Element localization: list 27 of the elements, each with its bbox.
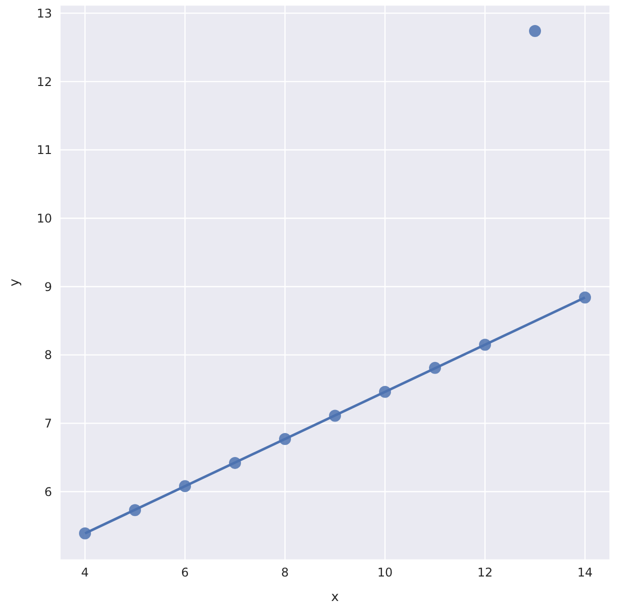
point: [179, 480, 191, 492]
y-tick-label: 12: [36, 74, 52, 89]
y-tick-label: 9: [44, 280, 52, 294]
x-tick-label: 4: [81, 566, 89, 580]
point: [429, 362, 441, 374]
point: [279, 433, 291, 446]
x-tick-label: 14: [577, 566, 593, 580]
point: [329, 410, 341, 422]
x-tick-label: 6: [181, 566, 189, 580]
y-tick-label: 10: [36, 212, 52, 226]
y-tick-label: 6: [44, 484, 52, 499]
y-tick-label: 7: [44, 416, 52, 431]
x-tick-label: 12: [477, 566, 493, 580]
y-tick-label: 13: [36, 6, 52, 20]
point: [79, 527, 91, 540]
point: [129, 504, 141, 516]
point: [579, 292, 591, 304]
x-tick-label: 10: [377, 566, 393, 580]
y-tick-label: 11: [36, 143, 52, 158]
point: [479, 338, 491, 351]
y-tick-label: 8: [44, 348, 52, 362]
x-axis-title: x: [331, 590, 340, 605]
y-axis-title: y: [8, 278, 23, 286]
point: [529, 24, 541, 37]
x-tick-label: 8: [281, 566, 289, 580]
point: [379, 386, 391, 398]
point: [229, 456, 241, 469]
